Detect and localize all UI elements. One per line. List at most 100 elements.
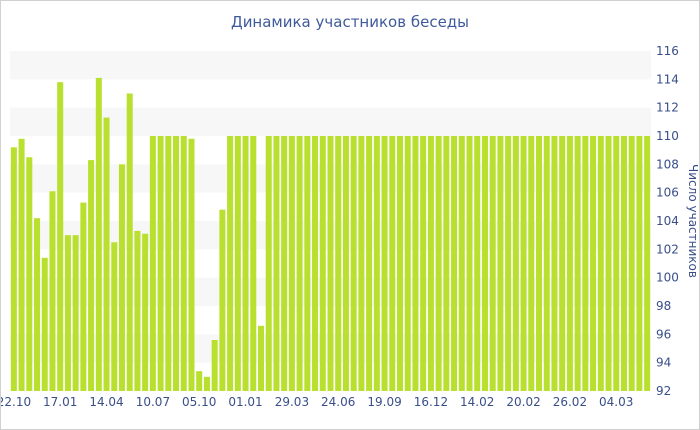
bar [64,235,71,391]
bar [80,202,87,391]
bar [126,93,133,391]
bar [505,136,512,391]
bar [427,136,434,391]
x-tick-label: 24.06 [321,395,355,409]
bar [312,136,319,391]
y-tick-label: 100 [656,271,679,285]
bar [620,136,627,391]
y-tick-label: 98 [656,299,671,313]
bar [636,136,643,391]
bar [559,136,566,391]
bar [597,136,604,391]
bar [188,138,195,391]
x-tick-label: 14.04 [89,395,123,409]
y-tick-label: 116 [656,44,679,58]
y-axis-label: Число участников [686,164,699,278]
bar [420,136,427,391]
grid-band [10,51,651,80]
bar [366,136,373,391]
bar [512,136,519,391]
bar [26,157,33,391]
x-tick-label: 22.10 [1,395,31,409]
y-tick-label: 96 [656,327,671,341]
x-tick-label: 04.03 [599,395,633,409]
bar [381,136,388,391]
bar [257,325,264,391]
bar [196,371,203,391]
bar [134,230,141,391]
bar [543,136,550,391]
bar [142,233,149,391]
bar [103,117,110,391]
bar [412,136,419,391]
x-tick-label: 17.01 [43,395,77,409]
bar [49,191,56,391]
bar [203,376,210,391]
bar [574,136,581,391]
y-tick-label: 106 [656,186,679,200]
bar [242,136,249,391]
bar [149,136,156,391]
y-tick-label: 92 [656,384,671,398]
bar [88,160,95,391]
y-tick-label: 110 [656,129,679,143]
y-axis-ticks: 92 94 96 98 100 102 104 106 108 110 112 114 116 [656,44,679,398]
bar [536,136,543,391]
bar [443,136,450,391]
bar [628,136,635,391]
bar [319,136,326,391]
y-tick-label: 112 [656,101,679,115]
bar [304,136,311,391]
bar [281,136,288,391]
bar [211,340,218,391]
y-tick-label: 114 [656,72,679,86]
x-tick-label: 10.07 [136,395,170,409]
bar [396,136,404,391]
bar [273,136,280,391]
bar [72,235,79,391]
bar [605,136,612,391]
bar [644,136,651,391]
bar [95,77,102,392]
bars [10,77,651,392]
bar [327,136,334,391]
bar [489,136,496,391]
x-tick-label: 05.10 [182,395,216,409]
grid-band [10,107,651,136]
y-tick-label: 94 [656,356,671,370]
x-tick-label: 01.01 [228,395,262,409]
chart-title: Динамика участников беседы [230,13,470,31]
bar [435,136,442,391]
bar [18,138,25,391]
bar [165,136,172,391]
bar [41,257,48,391]
bar [350,136,357,391]
bar [474,136,481,391]
bar [582,136,589,391]
bar [373,136,380,391]
x-tick-label: 14.02 [460,395,494,409]
bar [118,164,125,391]
bar [389,136,396,391]
bar [10,147,17,391]
bar [590,136,597,391]
bar [234,136,241,391]
x-axis-ticks: 22.10 17.01 14.04 10.07 05.10 01.01 29.03 24.06… [1,395,633,409]
bar [551,136,558,391]
bar [481,136,488,391]
bar [219,209,226,391]
y-tick-label: 108 [656,157,679,171]
bar [173,136,180,391]
bar [520,136,527,391]
x-tick-label: 16.12 [414,395,448,409]
bar [250,136,257,391]
y-tick-label: 104 [656,214,679,228]
bar [528,136,535,391]
x-tick-label: 19.09 [367,395,401,409]
bar [265,136,272,391]
bar [497,136,504,391]
bar [111,242,118,391]
x-tick-label: 20.02 [506,395,540,409]
bar [180,136,187,391]
bar [227,136,234,391]
